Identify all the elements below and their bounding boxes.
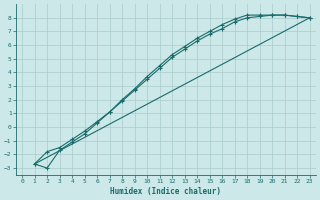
X-axis label: Humidex (Indice chaleur): Humidex (Indice chaleur) bbox=[110, 187, 221, 196]
